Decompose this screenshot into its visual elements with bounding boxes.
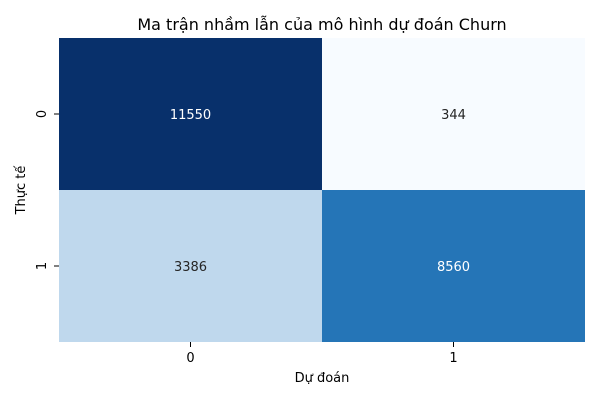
x-tick-label-1: 1: [449, 351, 457, 366]
cell-value-label-0-1: 344: [441, 108, 466, 123]
heatmap-cell-0-1: [322, 38, 585, 190]
cell-value-label-1-0: 3386: [174, 260, 207, 275]
y-tick-label-1: 1: [35, 262, 50, 270]
cell-value-label-1-1: 8560: [437, 260, 470, 275]
x-axis-label: Dự đoán: [295, 371, 350, 386]
axis-ticks: 0 1 0 1: [35, 110, 458, 366]
x-tick-label-0: 0: [186, 351, 194, 366]
cell-value-label-0-0: 11550: [170, 108, 211, 123]
heatmap-cells: 11550 344 3386 8560: [59, 38, 585, 342]
y-axis-label: Thực tế: [14, 166, 29, 216]
heatmap-cell-0-0: [59, 38, 322, 190]
heatmap-cell-1-0: [59, 190, 322, 342]
y-tick-label-0: 0: [35, 110, 50, 118]
chart-title: Ma trận nhầm lẫn của mô hình dự đoán Chu…: [137, 15, 506, 34]
heatmap-cell-1-1: [322, 190, 585, 342]
